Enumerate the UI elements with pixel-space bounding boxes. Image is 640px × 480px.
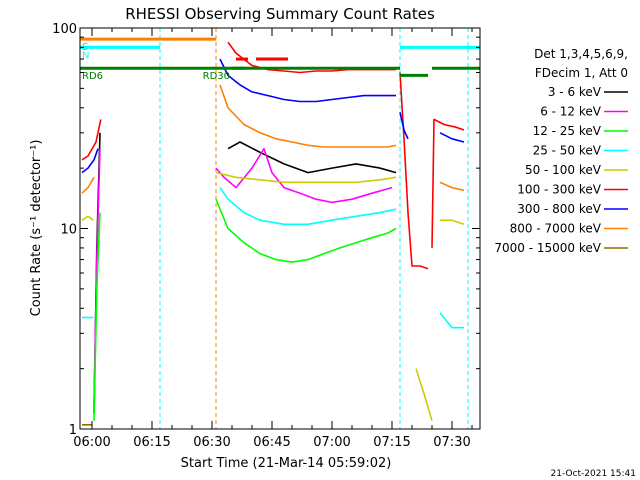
series-lines	[81, 41, 465, 426]
y-axis-label: Count Rate (s⁻¹ detector⁻¹)	[29, 140, 44, 317]
series-6-segment-1	[219, 58, 396, 103]
vertical-markers	[159, 28, 469, 429]
x-tick-label: 07:30	[433, 435, 470, 450]
series-2-segment-1	[215, 198, 397, 263]
axis-ticks: 06:00 06:15 06:30 06:45 07:00 07:15 07:30 1 10 10…	[52, 22, 480, 450]
legend-label: 800 - 7000 keV	[510, 222, 602, 236]
series-4-segment-0	[81, 215, 94, 221]
y-tick-label: 1	[69, 423, 77, 438]
series-4-segment-1	[215, 171, 397, 184]
state-bar-label-3: RD6	[82, 71, 103, 82]
x-tick-label: 06:00	[73, 435, 110, 450]
series-6-segment-2	[399, 112, 409, 140]
x-tick-label: 06:30	[193, 435, 230, 450]
x-tick-label: 07:00	[313, 435, 350, 450]
y-tick-label: 10	[60, 223, 77, 238]
series-2-segment-0	[93, 212, 101, 421]
legend-label: 3 - 6 keV	[548, 85, 602, 99]
y-tick-label: 100	[52, 22, 77, 37]
state-bars: SNRD6RD30	[80, 37, 480, 82]
state-bar-label-6: RD30	[203, 71, 230, 82]
series-5-segment-0	[81, 119, 102, 161]
legend: Det 1,3,4,5,6,9, FDecim 1, Att 0 3 - 6 k…	[494, 47, 628, 255]
series-5-segment-3	[431, 118, 465, 248]
series-7-segment-2	[439, 181, 465, 192]
legend-label: 50 - 100 keV	[525, 163, 602, 177]
legend-label: 12 - 25 keV	[533, 124, 602, 138]
x-axis-label: Start Time (21-Mar-14 05:59:02)	[181, 456, 392, 471]
series-3-segment-2	[439, 312, 464, 329]
legend-label: 100 - 300 keV	[517, 183, 601, 197]
legend-entries: 3 - 6 keV 6 - 12 keV 12 - 25 keV 25 - 50 ke…	[494, 85, 628, 255]
x-tick-label: 06:45	[253, 435, 290, 450]
series-0-segment-1	[227, 141, 397, 174]
series-7-segment-1	[219, 84, 397, 148]
series-1-segment-1	[215, 147, 393, 204]
series-6-segment-0	[81, 148, 99, 174]
series-7-segment-0	[81, 176, 95, 194]
series-3-segment-1	[219, 187, 397, 226]
legend-header-line-2: FDecim 1, Att 0	[535, 66, 628, 80]
footer-timestamp: 21-Oct-2021 15:41	[551, 469, 636, 479]
legend-header-line-1: Det 1,3,4,5,6,9,	[534, 47, 628, 61]
x-tick-label: 06:15	[133, 435, 170, 450]
series-6-segment-3	[439, 132, 465, 143]
legend-label: 300 - 800 keV	[517, 202, 601, 216]
legend-label: 6 - 12 keV	[540, 105, 602, 119]
chart-title: RHESSI Observing Summary Count Rates	[125, 5, 435, 23]
series-4-segment-3	[440, 219, 465, 226]
series-4-segment-2	[415, 368, 433, 421]
x-tick-label: 07:15	[373, 435, 410, 450]
legend-label: 7000 - 15000 keV	[494, 241, 601, 255]
state-bar-label-1: N	[82, 50, 89, 61]
legend-label: 25 - 50 keV	[533, 144, 602, 158]
